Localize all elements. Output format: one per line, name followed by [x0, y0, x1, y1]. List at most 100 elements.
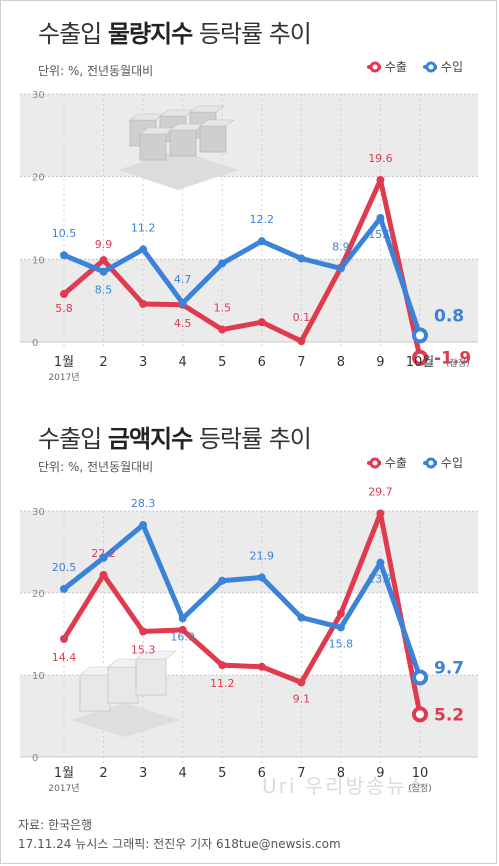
- import-series-line: [61, 522, 423, 680]
- import-data-point: [99, 267, 108, 276]
- export-data-point: [257, 318, 266, 327]
- export-data-point: [376, 509, 385, 518]
- import-data-point: [218, 576, 227, 585]
- export-data-point: [139, 299, 148, 308]
- export-data-point: [412, 349, 428, 366]
- import-data-point: [257, 573, 266, 582]
- import-data-point: [412, 327, 428, 344]
- x-tick-label: 6: [258, 766, 266, 781]
- import-data-label: 8.5: [95, 284, 113, 297]
- import-data-label: 15.8: [329, 637, 354, 650]
- x-tick-label: 9: [376, 766, 384, 781]
- x-sublabel-preliminary: (잠정): [408, 783, 432, 794]
- x-tick-label: 2: [99, 355, 107, 370]
- x-tick-label: 1월: [54, 766, 74, 781]
- import-data-label: 4.7: [174, 273, 192, 286]
- import-data-point: [297, 254, 306, 263]
- import-swatch-icon: [422, 61, 437, 72]
- y-tick-label: 10: [32, 255, 45, 266]
- x-tick-label: 10: [412, 766, 429, 781]
- import-swatch-icon: [422, 457, 437, 468]
- import-data-point: [60, 251, 68, 260]
- x-tick-label: 7: [297, 355, 305, 370]
- volume-index-panel: 수출입 물량지수 등락률 추이 단위: %, 전년동월대비 수출 수입 0 10 2…: [0, 0, 499, 415]
- import-data-label: 0.8: [434, 306, 464, 326]
- value-line-chart: 010203014.422.215.311.29.129.75.220.528.…: [20, 485, 478, 794]
- export-data-label: 22.2: [91, 547, 116, 560]
- export-data-point: [139, 627, 148, 636]
- x-sublabel-preliminary: (잠정): [446, 358, 470, 369]
- value-index-panel: 수출입 금액지수 등락률 추이 단위: %, 전년동월대비 수출 수입 0 10 2…: [0, 415, 499, 810]
- y-tick-label: 30: [32, 90, 45, 101]
- export-data-point: [218, 661, 227, 670]
- import-data-label: 10.5: [52, 227, 77, 240]
- import-data-point: [139, 245, 148, 254]
- box-stack-icon: [70, 650, 180, 737]
- export-data-point: [412, 706, 428, 723]
- export-data-label: -1.9: [434, 349, 471, 369]
- unit-label: 단위: %, 전년동월대비: [38, 460, 154, 474]
- import-data-point: [412, 669, 428, 686]
- legend-item-import: 수입: [422, 454, 463, 471]
- volume-line-chart: 0 10 20 30 5.8 9.9 4.5 1.5 0.1 19.6 -1.9 10.5 8.5 11.…: [20, 90, 478, 383]
- x-tick-label: 8: [337, 355, 345, 370]
- export-series-line: [61, 177, 423, 361]
- import-data-label: 12.2: [250, 213, 275, 226]
- legend-item-export: 수출: [366, 58, 407, 75]
- x-tick-label: 5: [218, 766, 226, 781]
- y-tick-label: 10: [32, 671, 45, 682]
- import-data-point: [178, 614, 187, 623]
- x-tick-label: 7: [297, 766, 305, 781]
- legend-item-export: 수출: [366, 454, 407, 471]
- y-tick-label: 20: [32, 589, 45, 600]
- x-tick-label: 8: [337, 766, 345, 781]
- import-data-label: 15.0: [368, 228, 393, 241]
- x-tick-label: 9: [376, 355, 384, 370]
- x-tick-label: 4: [179, 355, 187, 370]
- export-data-point: [178, 625, 187, 634]
- grid-band: [20, 94, 478, 177]
- export-data-label: 5.8: [55, 302, 73, 315]
- import-data-point: [218, 259, 227, 268]
- export-data-label: 5.2: [434, 705, 464, 725]
- import-data-point: [376, 214, 385, 222]
- legend-label-export: 수출: [384, 456, 407, 470]
- legend: 수출 수입: [357, 454, 463, 471]
- chart-title: 수출입 금액지수 등락률 추이: [38, 425, 312, 453]
- export-data-point: [99, 570, 108, 579]
- export-data-point: [297, 678, 306, 687]
- export-data-label: 9.9: [95, 238, 113, 251]
- import-data-label: 21.9: [250, 549, 275, 562]
- import-data-label: 16.9: [170, 630, 195, 643]
- x-tick-label: 5: [218, 355, 226, 370]
- x-tick-label: 1월: [54, 355, 74, 370]
- legend-label-import: 수입: [440, 456, 463, 470]
- import-data-point: [297, 613, 306, 622]
- export-data-label: 9.1: [293, 692, 311, 705]
- credit-note: 17.11.24 뉴시스 그래픽: 전진우 기자 618tue@newsis.c…: [18, 837, 341, 851]
- x-sublabel-year: 2017년: [48, 372, 79, 383]
- y-tick-label: 0: [32, 338, 38, 349]
- export-data-point: [60, 634, 68, 643]
- x-tick-label: 3: [139, 355, 147, 370]
- import-data-label: 9.7: [434, 658, 464, 678]
- import-data-point: [178, 299, 187, 308]
- export-data-point: [60, 290, 68, 299]
- import-data-point: [336, 264, 345, 273]
- x-tick-label: 6: [258, 355, 266, 370]
- import-data-point: [60, 584, 68, 593]
- x-tick-label: 10월: [406, 355, 435, 370]
- legend: 수출 수입: [357, 58, 463, 75]
- export-data-label: 1.5: [213, 302, 231, 315]
- legend-label-export: 수출: [384, 60, 407, 74]
- y-tick-label: 20: [32, 173, 45, 184]
- export-data-point: [336, 609, 345, 618]
- import-data-label: 20.5: [52, 561, 77, 574]
- x-tick-label: 4: [179, 766, 187, 781]
- legend-item-import: 수입: [422, 58, 463, 75]
- import-data-label: 23.7: [368, 573, 393, 586]
- box-stack-icon: [118, 105, 238, 190]
- import-data-point: [139, 520, 148, 529]
- export-data-label: 19.6: [368, 152, 393, 165]
- x-tick-label: 3: [139, 766, 147, 781]
